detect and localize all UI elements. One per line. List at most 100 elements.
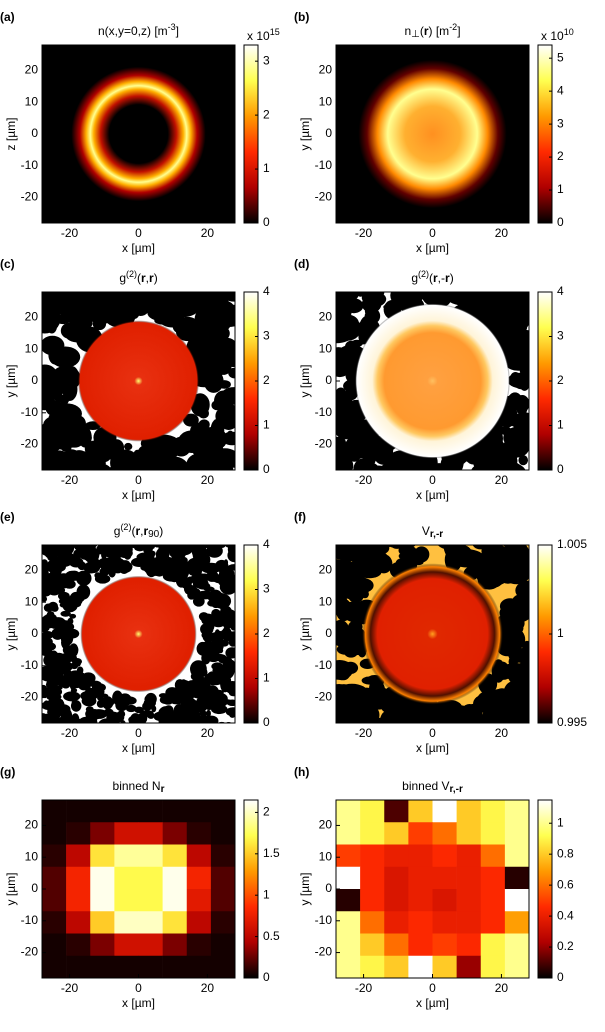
speckle <box>85 686 92 694</box>
heatmap-cell <box>384 800 409 823</box>
colorbar-tick-label: 0.6 <box>557 877 574 891</box>
colorbar-exponent: x 1010 <box>541 27 574 43</box>
heatmap-cell <box>480 889 506 912</box>
image-intensity <box>77 320 200 442</box>
speckle <box>410 295 422 306</box>
speckle <box>42 563 50 573</box>
heatmap-cell <box>210 822 235 845</box>
text-part: ,- <box>438 271 445 285</box>
heatmap-cell <box>114 800 139 823</box>
text-part: (2) <box>126 269 137 279</box>
heatmap-cell <box>162 889 188 912</box>
y-tick-label: -20 <box>21 690 39 704</box>
speckle <box>210 292 221 295</box>
colorbar-tick-label: 3 <box>263 329 270 343</box>
speckle <box>57 704 71 714</box>
speckle <box>167 716 180 723</box>
speckle <box>49 556 66 572</box>
chart-title: g(2)(r,r) <box>119 269 157 285</box>
speckle <box>149 292 159 300</box>
heatmap-cell <box>432 800 457 823</box>
heatmap-cell <box>162 955 188 978</box>
plot-area <box>42 45 235 223</box>
heatmap-cell <box>480 911 506 934</box>
y-tick-label: 10 <box>319 341 333 355</box>
colorbar-tick-label: 2 <box>557 149 564 163</box>
speckle <box>200 562 222 574</box>
speckle <box>160 440 177 450</box>
text-part: ( <box>131 524 135 538</box>
text-part: n <box>404 24 411 38</box>
speckle <box>46 545 65 557</box>
speckle <box>67 617 74 625</box>
panel-label: (f) <box>294 510 306 524</box>
speckle <box>221 626 232 642</box>
speckle <box>99 567 110 576</box>
heatmap-cell <box>504 889 529 912</box>
speckle <box>383 304 395 310</box>
chart-title: binned Vr,-r <box>402 779 463 795</box>
speckle <box>81 695 97 707</box>
colorbar-tick-label: 4 <box>557 284 564 298</box>
speckle <box>148 714 154 719</box>
x-tick-label: 20 <box>201 726 215 740</box>
speckle <box>224 545 234 548</box>
speckle <box>336 669 350 681</box>
heatmap-cell <box>360 800 385 823</box>
y-tick-label: 0 <box>325 626 332 640</box>
speckle <box>57 627 63 636</box>
speckle <box>90 709 108 719</box>
image-intensity <box>71 66 206 202</box>
panel: -20 0 20 -20 -10 0 10 20 x [µm] y [µm] (f) Vr,-r 0.9… <box>294 510 587 755</box>
speckle <box>65 328 92 343</box>
speckle <box>485 569 504 588</box>
heatmap-cell <box>360 911 385 934</box>
speckle <box>69 613 77 619</box>
heatmap-cell <box>162 800 188 823</box>
speckle <box>199 710 208 717</box>
x-axis-label: x [µm] <box>122 488 155 502</box>
heatmap-cell <box>210 955 235 978</box>
heatmap-cell <box>210 800 235 823</box>
text-part: (2) <box>418 269 429 279</box>
colorbar <box>537 44 553 224</box>
speckle <box>228 367 235 379</box>
speckle <box>88 557 96 563</box>
heatmap-cell <box>162 911 188 934</box>
speckle <box>43 386 57 403</box>
panel-label: (d) <box>294 257 309 271</box>
speckle <box>380 545 385 546</box>
text-part: binned N <box>113 779 161 793</box>
y-tick-label: 10 <box>25 594 39 608</box>
speckle <box>58 720 64 723</box>
heatmap-cell <box>456 955 482 978</box>
speckle <box>501 576 515 584</box>
speckle <box>130 293 151 316</box>
colorbar-tick-label: 1 <box>557 626 564 640</box>
speckle <box>120 723 127 730</box>
speckle <box>107 725 115 732</box>
heatmap-cell <box>210 889 235 912</box>
speckle <box>50 604 59 612</box>
speckle <box>91 683 106 692</box>
heatmap-cell <box>66 933 91 957</box>
heatmap-cell <box>480 800 506 823</box>
speckle <box>214 597 222 606</box>
heatmap-cell <box>504 822 529 845</box>
y-tick-label: 20 <box>25 63 39 77</box>
speckle <box>346 534 356 543</box>
colorbar-tick-label: 1 <box>557 182 564 196</box>
heatmap-cell <box>336 866 361 890</box>
x-tick-label: 0 <box>135 473 142 487</box>
speckle <box>79 572 88 580</box>
y-tick-label: -20 <box>315 690 333 704</box>
speckle <box>457 297 471 312</box>
speckle <box>223 722 230 723</box>
speckle <box>192 579 209 589</box>
colorbar-tick-label: 0 <box>263 715 270 729</box>
chart-title: Vr,-r <box>422 524 443 540</box>
speckle <box>187 320 203 331</box>
heatmap-cell <box>480 822 506 845</box>
speckle <box>50 673 61 687</box>
